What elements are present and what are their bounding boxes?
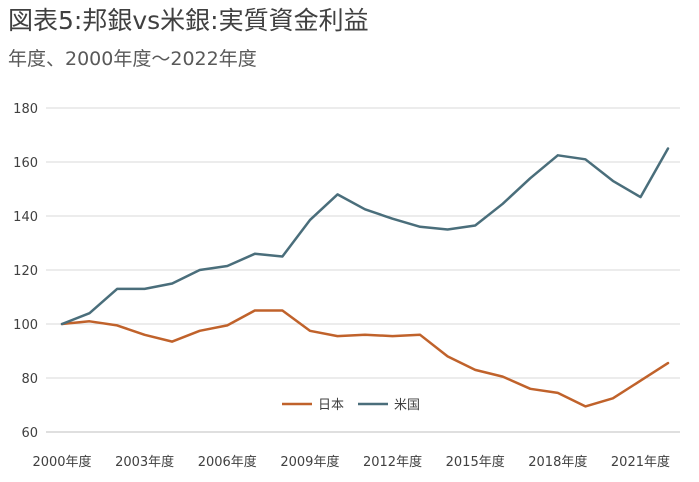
series-lines [60, 147, 670, 408]
x-tick-label: 2003年度 [115, 454, 174, 470]
y-tick-label: 120 [13, 264, 38, 279]
x-tick-label: 2015年度 [446, 454, 505, 470]
y-tick-label: 100 [13, 318, 38, 333]
x-tick-label: 2012年度 [363, 454, 422, 470]
legend-label: 米国 [394, 398, 420, 413]
y-tick-label: 80 [21, 372, 38, 387]
y-axis-labels: 60 80 100 120 140 160 180 [13, 102, 38, 441]
chart-subtitle: 年度、2000年度～2022年度 [8, 48, 257, 70]
chart-title: 図表5:邦銀vs米銀:実質資金利益 [8, 6, 369, 35]
x-tick-label: 2018年度 [528, 454, 587, 470]
legend: 日本 米国 [282, 398, 420, 413]
gridlines [46, 107, 680, 379]
y-tick-label: 140 [13, 210, 38, 225]
x-tick-label: 2021年度 [611, 454, 670, 470]
y-tick-label: 180 [13, 102, 38, 117]
x-axis-labels: 2000年度 2003年度 2006年度 2009年度 2012年度 2015年度 2018… [32, 454, 670, 470]
y-tick-label: 60 [21, 426, 38, 441]
y-tick-label: 160 [13, 156, 38, 171]
series-line-0 [60, 309, 670, 408]
series-line-1 [60, 147, 670, 326]
x-tick-label: 2000年度 [32, 454, 91, 470]
x-tick-label: 2009年度 [280, 454, 339, 470]
x-tick-label: 2006年度 [198, 454, 257, 470]
legend-label: 日本 [318, 398, 344, 413]
